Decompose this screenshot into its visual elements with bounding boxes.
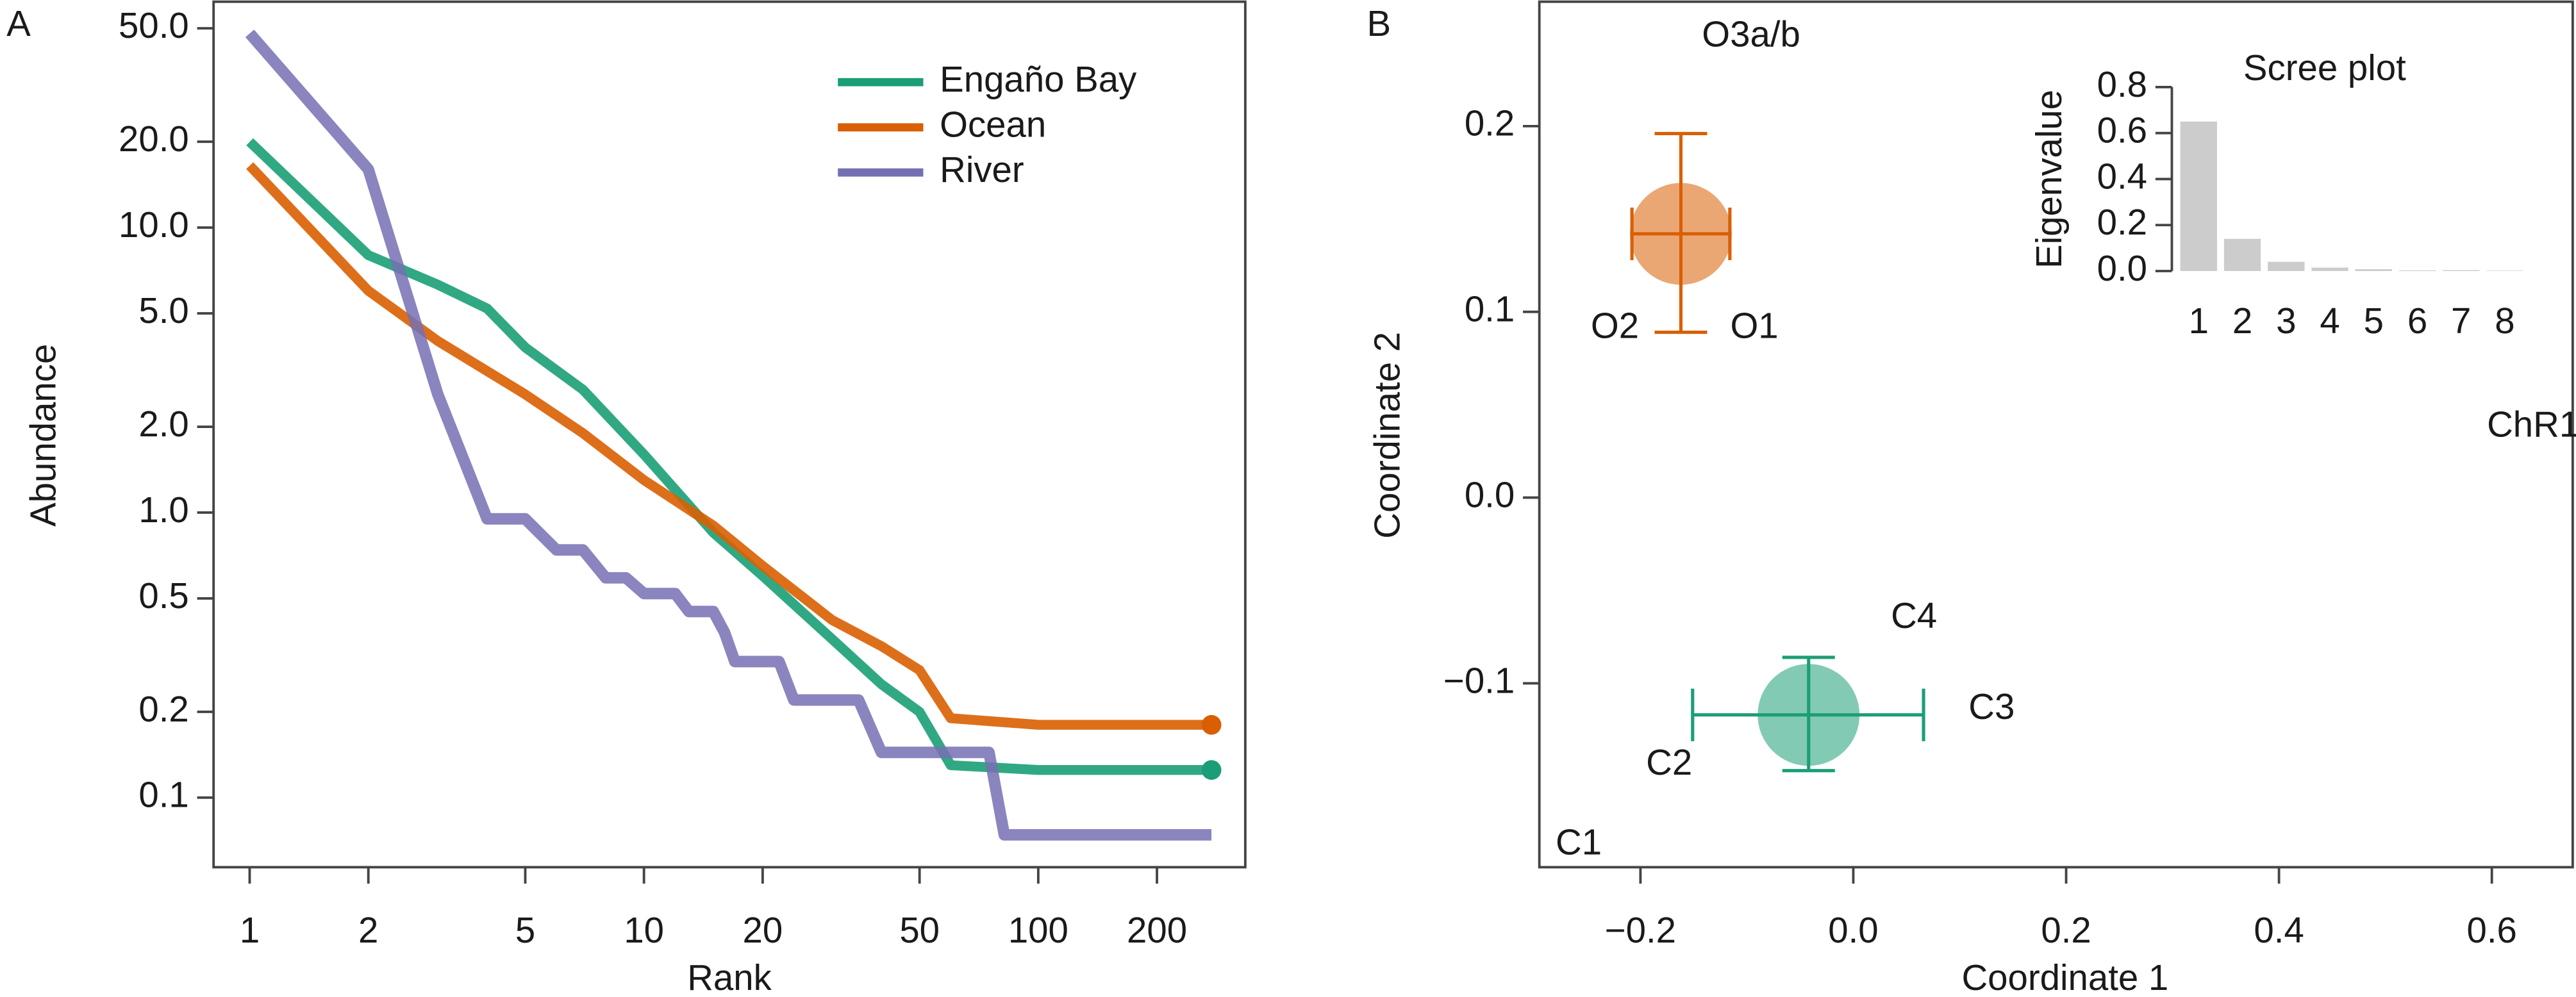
bar	[2223, 238, 2261, 272]
error-bar-y	[1654, 131, 1708, 334]
sample-label: C2	[1646, 742, 1692, 782]
y-tick-label: 0.6	[2097, 110, 2147, 151]
x-tick-label: −0.2	[1605, 910, 1676, 950]
error-bar-y	[1782, 655, 1835, 773]
inset-title: Scree plot	[2243, 47, 2406, 88]
series-line	[246, 162, 1212, 730]
x-tick-label: 6	[2407, 301, 2427, 341]
x-tick-label: 1	[240, 910, 260, 950]
end-marker	[1201, 760, 1222, 780]
x-tick-label: 8	[2495, 301, 2514, 341]
y-tick-label: 0.2	[138, 689, 188, 729]
x-tick-label: 2	[358, 910, 378, 950]
y-tick-label: 0.4	[2097, 156, 2147, 196]
bar	[2398, 270, 2436, 272]
sample-label: O3a/b	[1702, 14, 1800, 54]
x-tick-label: 7	[2451, 301, 2471, 341]
x-tick-label: 20	[743, 910, 783, 950]
panel-label: A	[6, 3, 31, 44]
y-tick-label: 0.5	[138, 575, 188, 616]
x-tick-label: 100	[1008, 910, 1068, 950]
x-axis-label: Rank	[687, 957, 772, 997]
legend-label: River	[940, 149, 1024, 190]
x-axis-label: Coordinate 1	[1961, 957, 2168, 997]
series-line	[245, 29, 1212, 841]
x-tick-label: 1	[2189, 301, 2209, 341]
sample-label: ChR1/2	[2487, 404, 2576, 444]
plot-frame	[212, 0, 1247, 869]
sample-label: O2	[1591, 306, 1639, 346]
bar	[2443, 270, 2480, 272]
plot-frame	[1538, 0, 2574, 869]
legend-label: Engaño Bay	[940, 59, 1137, 99]
y-tick-label: −0.1	[1443, 660, 1515, 700]
y-tick-label: 0.2	[2097, 202, 2147, 242]
x-tick-label: 10	[624, 910, 664, 950]
x-tick-label: 0.2	[2041, 910, 2091, 950]
y-tick-label: 20.0	[119, 119, 189, 159]
bar	[2268, 261, 2305, 272]
y-tick-label: 2.0	[138, 404, 188, 444]
bar	[2180, 121, 2217, 272]
y-tick-label: 0.2	[1465, 103, 1515, 144]
bar	[2486, 270, 2523, 272]
x-tick-label: 0.0	[1828, 910, 1878, 950]
x-tick-label: 3	[2276, 301, 2296, 341]
y-axis-label: Coordinate 2	[1367, 332, 1407, 539]
y-tick-label: 0.1	[138, 775, 188, 815]
y-tick-label: 10.0	[119, 204, 189, 245]
bar	[2311, 267, 2348, 272]
sample-label: C4	[1891, 595, 1937, 636]
x-tick-label: 0.6	[2466, 910, 2516, 950]
y-tick-label: 50.0	[119, 5, 189, 45]
x-tick-label: 5	[2364, 301, 2384, 341]
x-tick-label: 0.4	[2254, 910, 2304, 950]
y-axis-label: Abundance	[23, 344, 63, 527]
end-marker	[1201, 714, 1222, 735]
legend-label: Ocean	[940, 104, 1046, 145]
sample-label: C3	[1968, 686, 2015, 727]
y-tick-label: 0.0	[2097, 248, 2147, 288]
y-tick-label: 1.0	[138, 490, 188, 530]
x-tick-label: 5	[515, 910, 535, 950]
y-tick-label: 0.1	[1465, 289, 1515, 329]
y-tick-label: 0.0	[1465, 474, 1515, 515]
panel-label: B	[1367, 3, 1392, 44]
x-tick-label: 200	[1127, 910, 1187, 950]
sample-label: C1	[1556, 822, 1602, 862]
x-tick-label: 2	[2232, 301, 2252, 341]
y-tick-label: 5.0	[138, 290, 188, 331]
x-tick-label: 4	[2320, 301, 2339, 341]
x-tick-label: 50	[899, 910, 940, 950]
sample-label: O1	[1730, 306, 1778, 346]
y-axis-label: Eigenvalue	[2029, 90, 2069, 268]
y-tick-label: 0.8	[2097, 64, 2147, 104]
bar	[2355, 269, 2392, 272]
